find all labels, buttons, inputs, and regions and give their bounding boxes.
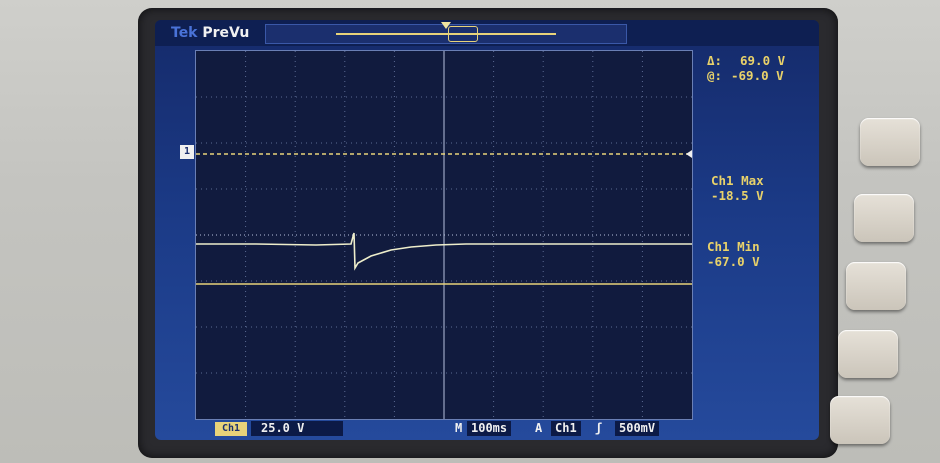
ch1-marker: 1	[180, 145, 194, 159]
center-axes	[196, 51, 692, 419]
ch1-trace	[196, 232, 692, 271]
record-window-bracket	[448, 26, 478, 42]
record-length-line	[336, 33, 556, 35]
bottom-status-bar: Ch1 25.0 V M 100ms A Ch1 ʃ 500mV	[155, 418, 819, 440]
ch1-max-label: Ch1 Max	[711, 173, 764, 188]
brand-logo: Tek PreVu	[171, 25, 249, 41]
side-menu-button-2[interactable]	[854, 194, 914, 242]
side-menu-button-1[interactable]	[860, 118, 920, 166]
side-menu-button-4[interactable]	[838, 330, 898, 378]
trigger-position-marker	[441, 22, 451, 29]
vertical-scale: 25.0 V	[251, 421, 343, 436]
acquisition-mode: PreVu	[202, 25, 250, 41]
timebase-value: 100ms	[467, 421, 512, 436]
delta-label: Δ:	[707, 53, 723, 68]
ch1-max-value: -18.5 V	[711, 188, 764, 203]
ch1-min-label: Ch1 Min	[707, 239, 760, 254]
trigger-source: Ch1	[551, 421, 581, 436]
delta-value: 69.0 V	[740, 53, 786, 68]
at-value: -69.0 V	[731, 68, 784, 83]
timebase-prefix: M	[455, 421, 463, 435]
side-menu-button-3[interactable]	[846, 262, 906, 310]
trigger-icon: A	[535, 421, 543, 435]
channel-tag: Ch1	[215, 422, 247, 436]
oscilloscope-screen: Tek PreVu	[155, 20, 819, 440]
trigger-slope-icon: ʃ	[595, 421, 603, 435]
waveform-display	[196, 51, 692, 419]
ch1-min-value: -67.0 V	[707, 254, 760, 269]
status-bar: Tek PreVu	[155, 20, 819, 46]
side-menu-button-5[interactable]	[830, 396, 890, 444]
brand-prefix: Tek	[171, 25, 198, 41]
trigger-level: 500mV	[615, 421, 660, 436]
at-label: @:	[707, 68, 723, 83]
graticule	[195, 50, 693, 420]
trigger-level-arrow	[686, 150, 692, 158]
